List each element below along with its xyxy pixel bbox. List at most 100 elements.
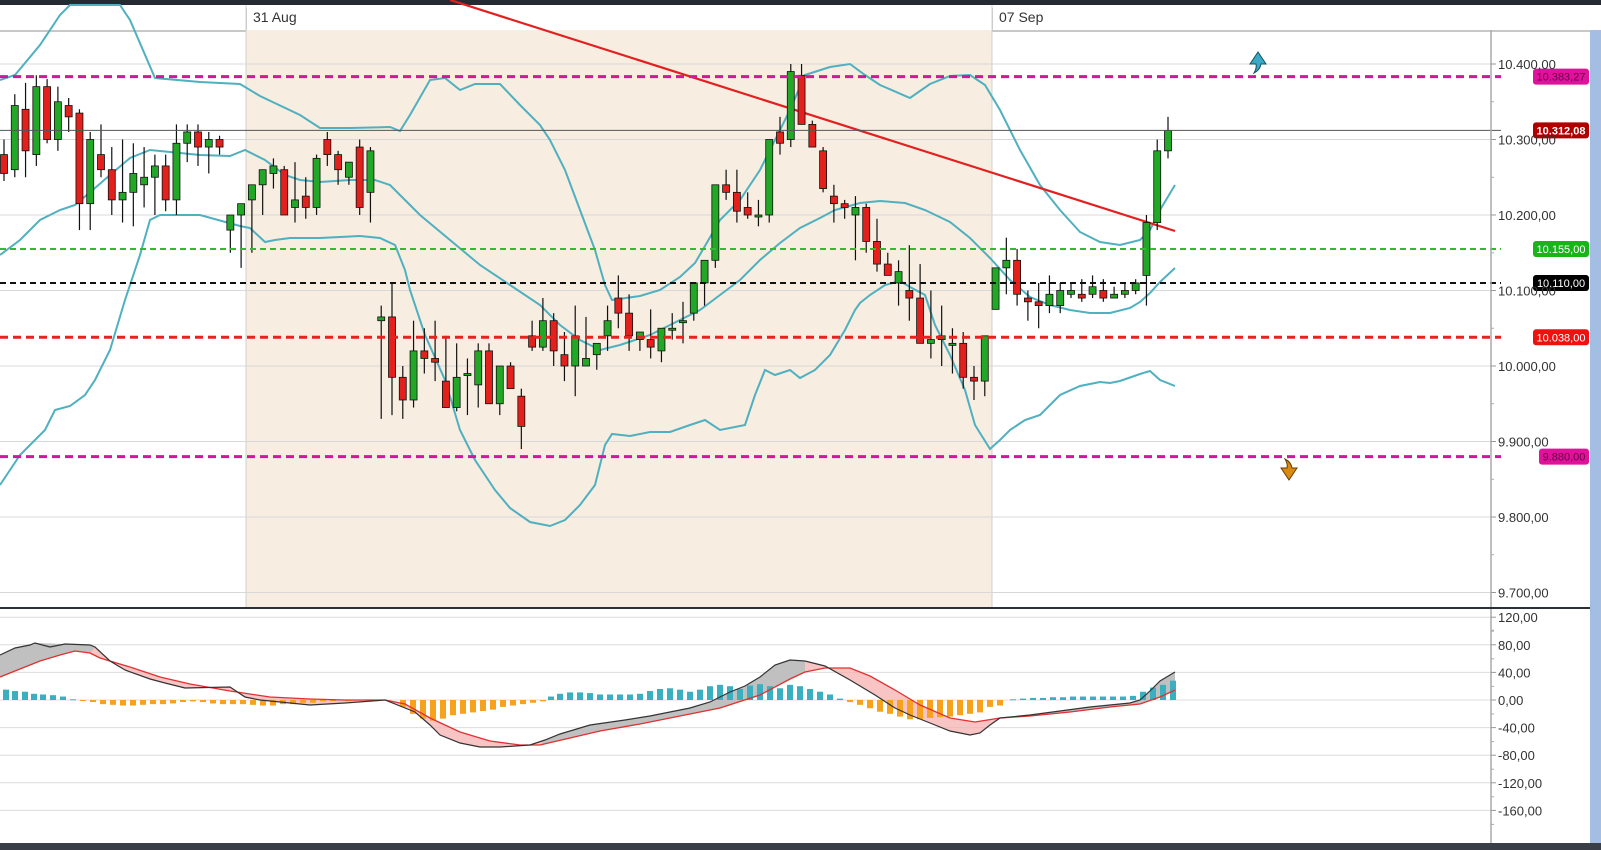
down-alert-arrow-icon[interactable] [1280,457,1298,481]
red-level-tag: 10.038,00 [1533,329,1589,346]
candle [344,161,353,178]
svg-text:10.312,08: 10.312,08 [1537,125,1586,137]
candle [312,157,321,208]
up-alert-arrow-icon[interactable] [1249,51,1267,75]
svg-text:9.880,00: 9.880,00 [1543,452,1586,464]
macd-histogram [3,680,1176,721]
candle [894,271,903,284]
candle [797,74,806,125]
svg-text:10.300,00: 10.300,00 [1498,133,1556,148]
candle [237,203,246,216]
candle [603,320,612,337]
candle [495,365,504,405]
svg-text:10.100,00: 10.100,00 [1498,284,1556,299]
candle [398,376,407,401]
candle [377,316,386,322]
candle [808,124,817,148]
svg-text:9.900,00: 9.900,00 [1498,435,1549,450]
svg-text:-40,00: -40,00 [1498,721,1535,736]
macd-axis: 120,00 80,00 40,00 0,00 -40,00 -80,00 -120,00 -… [1491,610,1542,825]
candle [247,184,256,201]
candle [786,71,795,140]
candle [172,142,181,201]
candle [301,195,310,208]
candle [528,335,537,348]
candle [819,150,828,189]
candle [129,173,138,193]
candle [905,290,914,299]
candle [334,154,343,171]
resistance-tag: 10.383,27 [1533,68,1589,85]
candle [517,395,526,427]
candle [1099,290,1108,299]
candle [1077,293,1086,299]
candle [1110,293,1119,299]
candle [765,139,774,216]
candle [700,259,709,284]
candle [862,207,871,242]
candle [150,165,159,178]
trendline[interactable] [449,0,1176,233]
candle [53,101,62,140]
macd-signal-line [0,650,1176,746]
scrollbar[interactable] [1590,30,1601,843]
candle [485,350,493,405]
price-axis: 10.400,00 10.300,00 10.200,00 10.100,00 10.0… [1490,30,1556,843]
candle [743,207,752,216]
candle [991,267,1000,310]
svg-text:10.110,00: 10.110,00 [1537,278,1585,290]
candle [43,86,52,140]
candle [1034,301,1043,307]
candle [635,331,644,340]
svg-text:10.000,00: 10.000,00 [1498,359,1556,374]
candle [657,327,666,352]
candle [463,373,472,376]
candle [1013,259,1022,295]
candle [97,154,105,171]
candle [592,342,601,356]
candle [64,105,73,118]
candle [194,131,202,148]
candle [291,199,299,208]
candle [140,176,149,186]
candle [883,263,892,276]
macd-line [0,642,1176,748]
candle [118,191,127,201]
candle [829,195,838,205]
candle [549,320,558,352]
candle [226,214,235,231]
svg-text:9.800,00: 9.800,00 [1498,510,1549,525]
svg-text:0,00: 0,00 [1498,693,1523,708]
candle [215,139,224,148]
candle [873,241,881,265]
candle [388,316,396,378]
candle [0,154,8,174]
candle [646,339,655,348]
candle [625,312,634,337]
candle [258,169,267,186]
last-price-tag: 10.312,08 [1533,122,1589,139]
candle [1067,290,1075,295]
svg-text:40,00: 40,00 [1498,665,1531,680]
svg-text:10.155,00: 10.155,00 [1537,244,1586,256]
candle [840,203,849,208]
candle [269,165,278,174]
candle [571,335,580,367]
candle [711,184,720,261]
macd-gridlines [0,616,1491,811]
candle [959,342,968,378]
svg-text:10.038,00: 10.038,00 [1537,332,1586,344]
candle [366,150,375,193]
svg-text:-160,00: -160,00 [1498,803,1542,818]
macd-grey-fill [540,660,805,745]
candle [1045,293,1054,306]
date-label-07-sep: 07 Sep [992,8,1043,30]
candlesticks [0,64,1172,450]
candle [916,297,925,344]
candle [722,184,731,193]
candle [452,376,461,408]
candle [1120,290,1129,295]
svg-text:10.400,00: 10.400,00 [1498,57,1556,72]
candle [409,350,418,401]
